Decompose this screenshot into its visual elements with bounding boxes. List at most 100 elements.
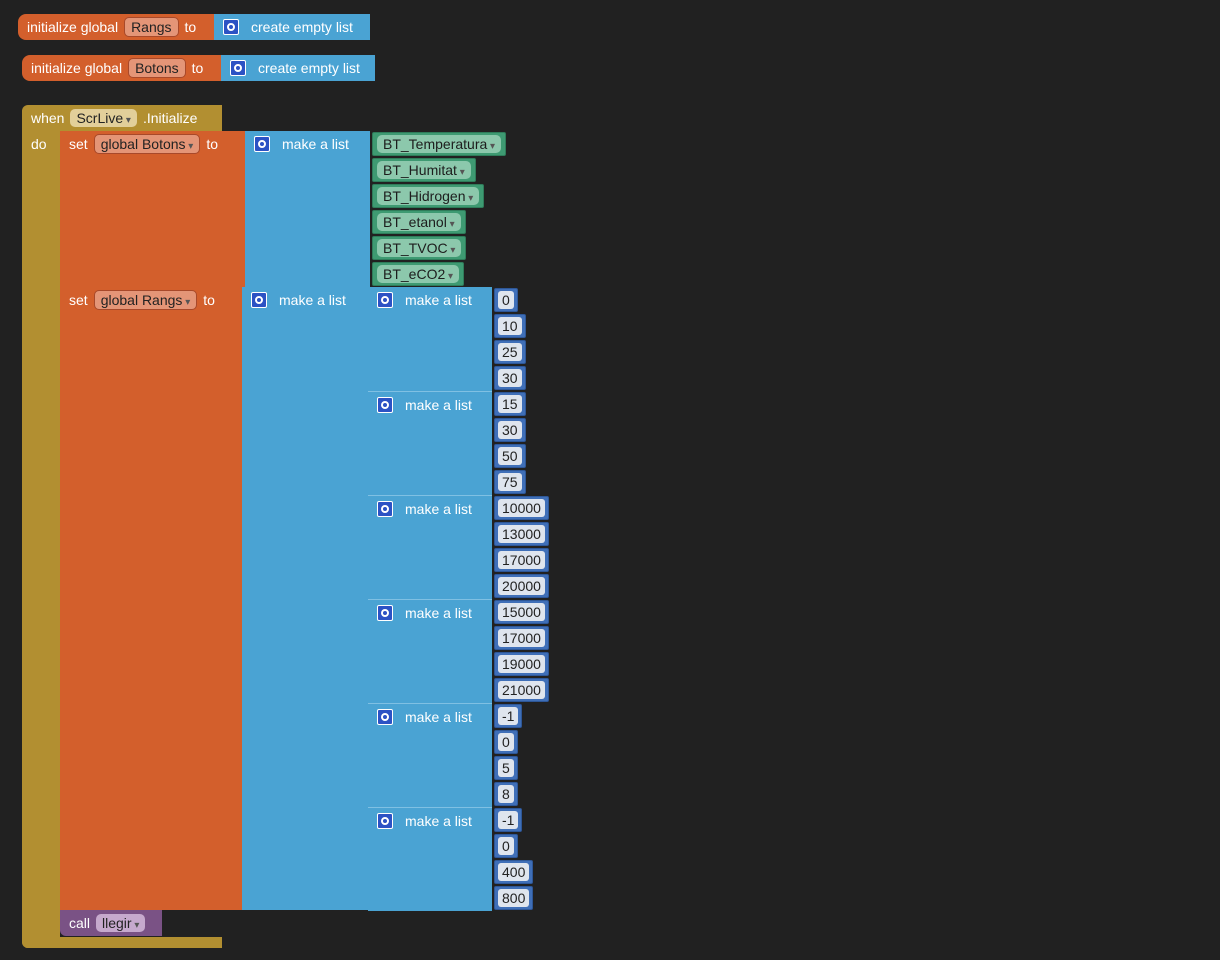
number-value[interactable]: 50 — [498, 447, 522, 465]
number-value[interactable]: 0 — [498, 733, 514, 751]
number-value[interactable]: 800 — [498, 889, 530, 907]
mutator-icon[interactable] — [377, 709, 393, 725]
set-block: set global Rangs to — [60, 287, 242, 910]
number-block: 0 — [494, 288, 518, 312]
list-block: make a list — [245, 131, 370, 287]
block-label: create empty list — [258, 60, 360, 76]
keyword: to — [184, 19, 197, 35]
mutator-icon[interactable] — [377, 292, 393, 308]
number-block: 800 — [494, 886, 534, 910]
component-dropdown[interactable]: BT_eCO2 — [377, 265, 460, 283]
component-dropdown[interactable]: ScrLive — [70, 109, 137, 127]
number-block: 10000 — [494, 496, 549, 520]
list-block: make a list — [368, 391, 492, 495]
list-block: make a list — [368, 807, 492, 911]
call-block: call llegir — [60, 910, 162, 936]
number-value[interactable]: 30 — [498, 421, 522, 439]
number-block: 21000 — [494, 678, 549, 702]
block-row: create empty list — [221, 55, 375, 81]
mutator-icon[interactable] — [377, 501, 393, 517]
number-value[interactable]: 19000 — [498, 655, 545, 673]
block-label: create empty list — [251, 19, 353, 35]
mutator-icon[interactable] — [377, 605, 393, 621]
number-block: 30 — [494, 366, 526, 390]
number-value[interactable]: 5 — [498, 759, 514, 777]
number-value[interactable]: 21000 — [498, 681, 545, 699]
number-value[interactable]: 0 — [498, 837, 514, 855]
mutator-icon[interactable] — [377, 397, 393, 413]
number-value[interactable]: -1 — [498, 811, 519, 829]
number-block: 15 — [494, 392, 526, 416]
component-dropdown[interactable]: BT_Humitat — [377, 161, 471, 179]
procedure-dropdown[interactable]: llegir — [96, 914, 146, 932]
global-declaration: initialize global Rangs to — [18, 14, 215, 40]
keyword: do — [31, 136, 47, 152]
component-block: BT_TVOC — [372, 236, 467, 260]
mutator-icon[interactable] — [254, 136, 270, 152]
component-dropdown[interactable]: BT_Temperatura — [377, 135, 502, 153]
keyword: when — [31, 110, 65, 126]
block-row: set global Botons to — [60, 131, 245, 157]
number-value[interactable]: 13000 — [498, 525, 545, 543]
keyword: initialize global — [27, 19, 119, 35]
number-value[interactable]: 15000 — [498, 603, 545, 621]
list-block: make a list — [368, 599, 492, 703]
number-value[interactable]: 25 — [498, 343, 522, 361]
keyword: to — [206, 136, 219, 152]
variable-dropdown[interactable]: global Rangs — [93, 290, 198, 310]
number-value[interactable]: 8 — [498, 785, 514, 803]
variable-name[interactable]: Botons — [128, 58, 186, 78]
event-header: when ScrLive .Initialize — [22, 105, 222, 131]
number-value[interactable]: -1 — [498, 707, 519, 725]
number-block: 17000 — [494, 626, 549, 650]
number-value[interactable]: 30 — [498, 369, 522, 387]
block-row: initialize global Rangs to — [18, 14, 215, 40]
mutator-icon[interactable] — [230, 60, 246, 76]
block-label: make a list — [405, 709, 472, 725]
number-value[interactable]: 0 — [498, 291, 514, 309]
list-block: create empty list — [221, 55, 375, 81]
component-dropdown[interactable]: BT_etanol — [377, 213, 461, 231]
number-value[interactable]: 10000 — [498, 499, 545, 517]
number-block: 13000 — [494, 522, 549, 546]
number-value[interactable]: 75 — [498, 473, 522, 491]
mutator-icon[interactable] — [377, 813, 393, 829]
keyword: set — [69, 292, 88, 308]
component-block: BT_Humitat — [372, 158, 476, 182]
block-label: make a list — [279, 292, 346, 308]
number-value[interactable]: 20000 — [498, 577, 545, 595]
block-row: make a list — [245, 131, 370, 157]
component-dropdown[interactable]: BT_Hidrogen — [377, 187, 480, 205]
block-row: call llegir — [60, 910, 162, 936]
number-block: 10 — [494, 314, 526, 338]
block-row: make a list — [242, 287, 368, 313]
number-block: 8 — [494, 782, 518, 806]
event-footer — [22, 937, 222, 948]
variable-dropdown[interactable]: global Botons — [93, 134, 201, 154]
component-block: BT_Temperatura — [372, 132, 507, 156]
list-block: create empty list — [214, 14, 370, 40]
mutator-icon[interactable] — [223, 19, 239, 35]
keyword: to — [203, 292, 215, 308]
keyword: call — [69, 915, 91, 931]
number-value[interactable]: 15 — [498, 395, 522, 413]
block-row: when ScrLive .Initialize — [22, 105, 222, 131]
block-row: do — [22, 131, 60, 157]
component-dropdown[interactable]: BT_TVOC — [377, 239, 462, 257]
mutator-icon[interactable] — [251, 292, 267, 308]
number-block: -1 — [494, 704, 523, 728]
number-block: 0 — [494, 834, 518, 858]
event-body: do — [22, 131, 60, 948]
number-value[interactable]: 17000 — [498, 629, 545, 647]
number-value[interactable]: 400 — [498, 863, 530, 881]
variable-name[interactable]: Rangs — [124, 17, 179, 37]
list-block: make a list — [242, 287, 368, 910]
number-value[interactable]: 10 — [498, 317, 522, 335]
number-block: 25 — [494, 340, 526, 364]
block-row: make a list — [368, 600, 492, 626]
number-block: -1 — [494, 808, 523, 832]
number-block: 50 — [494, 444, 526, 468]
block-row: make a list — [368, 496, 492, 522]
number-value[interactable]: 17000 — [498, 551, 545, 569]
